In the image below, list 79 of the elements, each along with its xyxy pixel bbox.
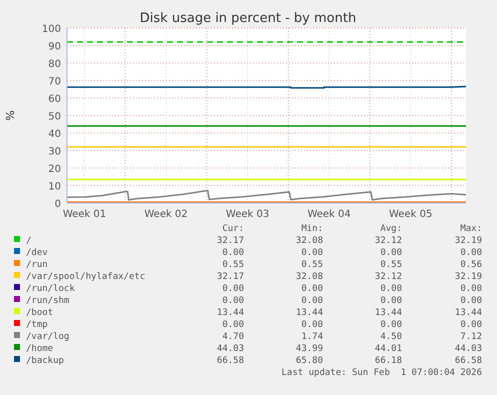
text: 0.00 [460,320,482,330]
text: 66.58 [216,356,244,366]
text: Cur: [222,224,244,234]
text: 0.00 [222,248,244,258]
legend-label: /run/shm [26,296,70,306]
text: 43.99 [296,344,323,354]
text: 32.19 [454,236,482,246]
text: 7.12 [460,332,482,342]
x-tick-label: Week 03 [226,209,270,220]
legend-label: /run [26,260,48,270]
text: 0.00 [222,296,244,306]
text: 44.03 [454,344,482,354]
text: 0.00 [301,284,323,294]
text: 13.44 [216,308,244,318]
text: 13.44 [374,308,402,318]
text: 13.44 [454,308,482,318]
legend-label: /tmp [26,320,48,330]
text: 32.12 [374,272,402,282]
text: Avg: [380,224,402,234]
text: 1.74 [301,332,323,342]
text: 0.00 [460,296,482,306]
text: 66.18 [374,356,402,366]
y-tick-label: 0 [54,199,61,210]
text: Min: [301,224,323,234]
text: 4.50 [380,332,402,342]
chart-title: Disk usage in percent - by month [140,11,356,26]
y-tick-label: 90 [48,42,61,52]
line-series [66,190,467,201]
text: 0.00 [301,320,323,330]
legend-label: / [26,236,32,246]
text: 66.58 [454,356,482,366]
text: Max: [460,224,482,234]
text: 32.08 [296,272,323,282]
text: 0.00 [222,320,244,330]
text: 0.55 [380,260,402,270]
text: 0.56 [460,260,482,270]
legend-label: /var/spool/hylafax/etc [26,272,146,282]
legend-label: /run/lock [26,284,76,294]
text: 13.44 [296,308,323,318]
text: 32.08 [296,236,323,246]
y-tick-label: 100 [42,24,61,35]
text: 0.00 [380,296,402,306]
x-tick-label: Week 05 [389,209,432,220]
text: 0.55 [301,260,323,270]
y-tick-label: 20 [48,164,61,175]
text: 32.17 [216,236,244,246]
text: 0.00 [301,296,323,306]
x-tick-label: Week 01 [62,209,106,220]
text: 0.00 [460,248,482,258]
text: 0.00 [380,320,402,330]
text: 0.00 [301,248,323,258]
text: 0.00 [380,248,402,258]
y-tick-label: 40 [48,129,61,140]
y-tick-label: 50 [48,112,61,122]
text: 0.00 [380,284,402,294]
text: 44.03 [216,344,244,354]
text: 4.70 [222,332,244,342]
y-axis-title: % [4,110,17,121]
text: 32.12 [374,236,402,246]
text: 65.80 [296,356,323,366]
x-tick-label: Week 02 [144,209,188,220]
text: Last update: Sun Feb 1 07:00:04 2026 [282,368,482,378]
text: 32.17 [216,272,244,282]
legend-label: /var/log [26,332,70,342]
legend-label: /boot [26,308,54,318]
text: 0.00 [460,284,482,294]
text: 0.55 [222,260,244,270]
y-tick-label: 70 [48,76,61,88]
text: 0.00 [222,284,244,294]
legend-label: /backup [26,356,64,366]
y-tick-label: 60 [48,94,61,105]
y-tick-label: 10 [48,182,61,192]
y-tick-label: 30 [48,146,61,158]
legend-label: /home [26,344,54,354]
text: 32.19 [454,272,482,282]
x-tick-label: Week 04 [307,209,351,220]
legend-label: /dev [26,248,48,258]
text: 44.01 [374,344,402,354]
y-tick-label: 80 [48,59,61,70]
